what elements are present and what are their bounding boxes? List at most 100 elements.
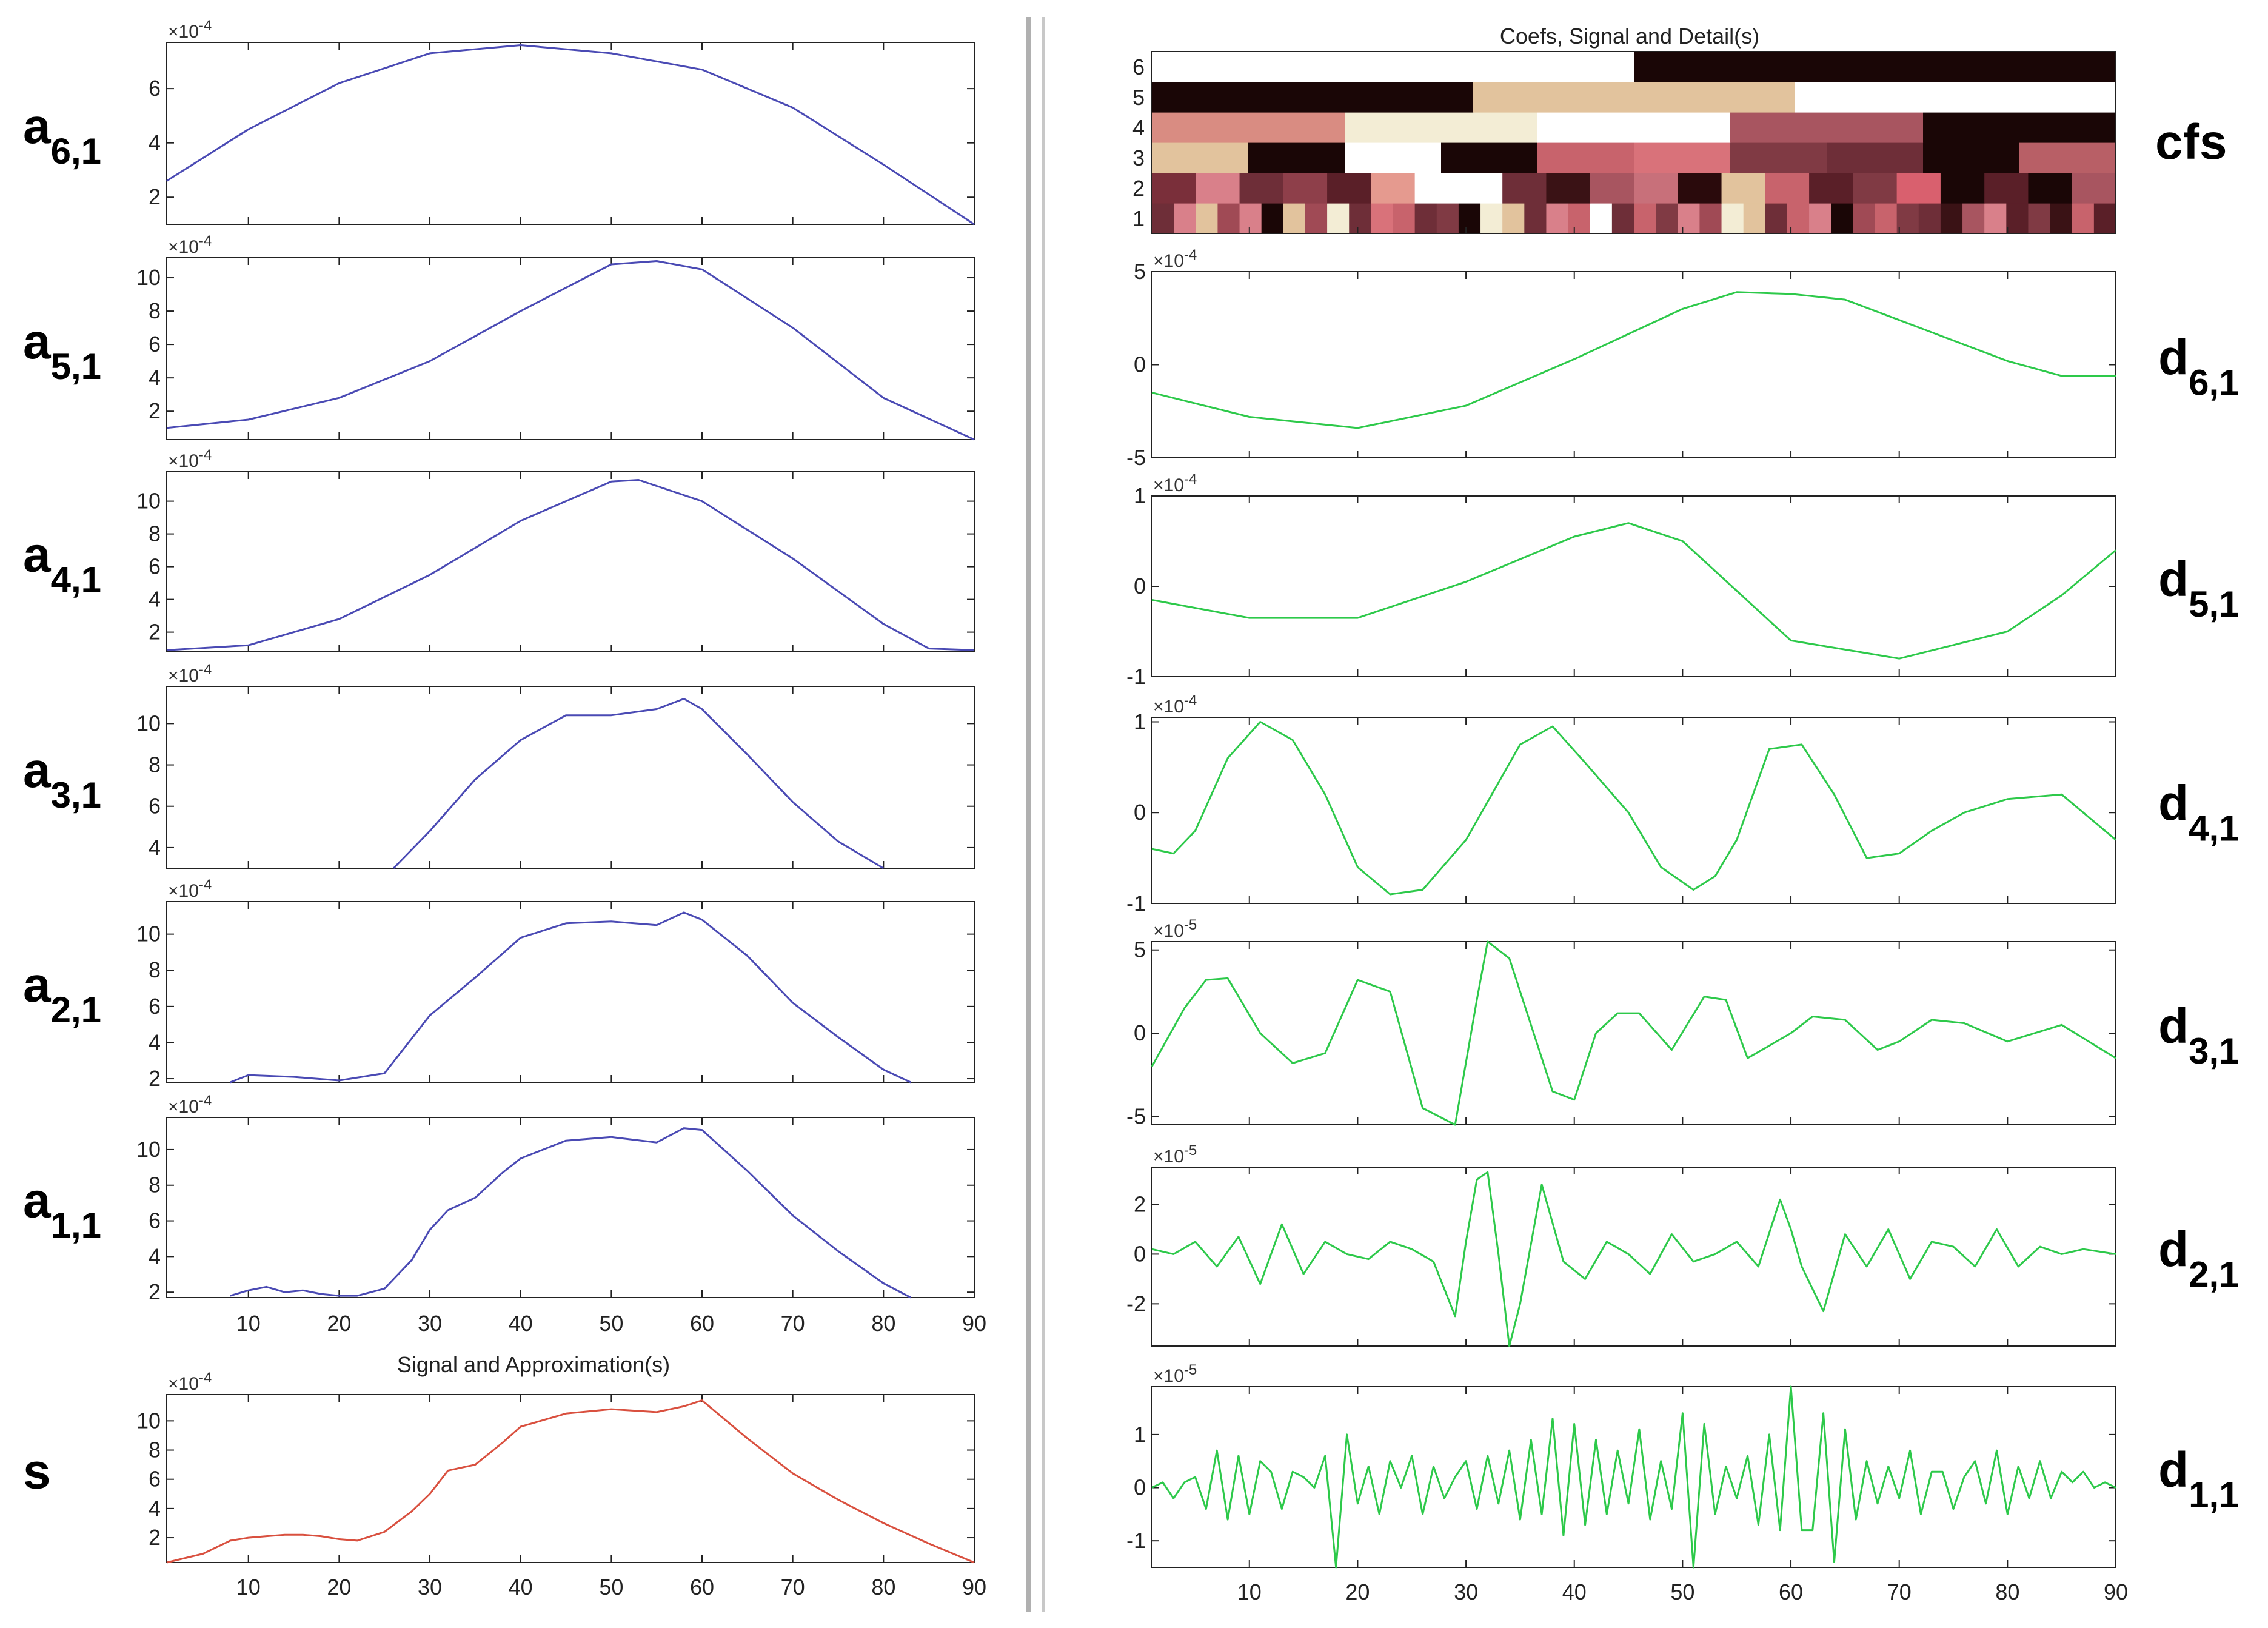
coef-cell [1962,203,1985,234]
coef-cell [1875,203,1898,234]
panel-right-0: -505 ×10-4d6,1 [1126,247,2240,470]
x-tick-label: 20 [1345,1579,1370,1604]
y-tick-label: 6 [149,554,161,579]
y-tick-label: 2 [1134,1191,1146,1216]
coef-cell [1327,203,1350,234]
level-label: 3 [1132,146,1145,170]
left-panels: 246×10-4a6,1246810×10-4a5,1246810×10-4a4… [23,18,975,1564]
plot-frame [166,1117,975,1298]
coef-cell [1196,173,1240,204]
x-tick-label: 30 [418,1575,442,1600]
coef-cell [1196,203,1219,234]
y-tick-label: -2 [1126,1291,1146,1316]
coef-cell [1152,203,1174,234]
series-line [1151,1171,2116,1347]
coef-cell [1441,142,1538,173]
cfs-frame [1151,51,2116,234]
coef-cell [1327,173,1371,204]
coef-cell [1345,112,1538,143]
y-tick-label: 6 [149,1467,161,1492]
coef-cell [1393,203,1416,234]
coef-cell [1371,203,1394,234]
coef-cell [1537,142,1634,173]
coef-cell [1174,203,1196,234]
plot-frame [1151,495,2116,677]
x-tick-label: 20 [327,1575,351,1600]
series-line [1151,940,2116,1126]
y-tick-label: 2 [149,1279,161,1304]
series-line [230,911,911,1084]
plot-frame [166,42,975,225]
coef-cell [1721,173,1766,204]
x-tick-label: 30 [418,1311,442,1336]
coef-cell [1239,173,1284,204]
coef-cell [2093,203,2116,234]
coef-cell [1152,173,1196,204]
y-tick-label: 4 [149,1030,161,1054]
plot-frame [1151,1167,2116,1347]
x-tick-label: 50 [599,1311,623,1336]
y-tick-label: 6 [149,76,161,101]
cfs-heatmap-panel: 1 2 3 4 5 6 cfs [1132,51,2227,234]
series-line [1151,522,2116,660]
coef-cell [2072,203,2095,234]
coef-cell [1590,203,1613,234]
level-label: 5 [1132,85,1145,110]
coef-cell [1721,203,1744,234]
y-tick-label: 5 [1134,937,1146,962]
right-title: Coefs, Signal and Detail(s) [1500,24,1759,49]
y-tick-label: 2 [149,620,161,645]
coef-cell [1436,203,1459,234]
plot-frame [1151,941,2116,1125]
coef-cell [1827,142,1924,173]
coef-cell [1568,203,1591,234]
y-tick-label: -5 [1126,445,1146,470]
panel-right-4: -202×10-5d2,1 [1126,1142,2240,1347]
series-line [166,479,975,651]
coef-cell [1634,52,2116,82]
y-tick-label: 0 [1134,1241,1146,1266]
coef-cell [1152,52,1634,82]
coef-cell [1590,173,1634,204]
left-title: Signal and Approximation(s) [397,1352,670,1377]
y-tick-label: 2 [149,1525,161,1550]
series-line [166,260,975,441]
coef-cell [1896,203,1919,234]
coef-cell [1349,203,1371,234]
coef-cell [1546,173,1591,204]
coef-cell [1634,203,1656,234]
series-line [166,44,975,226]
coef-cell [1656,203,1678,234]
x-tick-label: 60 [690,1575,714,1600]
plot-frame [166,1394,975,1563]
coef-cell [1853,173,1898,204]
coef-cell [2072,173,2116,204]
y-tick-label: -1 [1126,891,1146,916]
cfs-label: cfs [2155,115,2227,170]
coef-cell [1261,203,1284,234]
coef-cell [1809,203,1831,234]
coef-cell [1473,82,1795,113]
x-tick-label: 10 [236,1575,261,1600]
coef-cell [1743,203,1766,234]
x-tick-label: 40 [509,1575,533,1600]
y-tick-label: 10 [136,1408,161,1433]
y-tick-label: 0 [1134,352,1146,377]
coef-cell [1795,82,2116,113]
y-tick-label: 8 [149,1173,161,1198]
series-line [230,1127,911,1299]
level-label: 4 [1132,115,1145,140]
coef-cell [1634,142,1731,173]
coef-cell [1678,203,1701,234]
panel-right-5: -101×10-5d1,1 [1126,1362,2240,1569]
y-tick-label: 5 [1134,259,1146,284]
coef-cell [2028,203,2051,234]
x-tick-label: 70 [1887,1579,1912,1604]
level-label: 1 [1132,206,1145,231]
y-tick-label: 8 [149,957,161,982]
series-line [1151,1385,2116,1569]
right-panels: -505 ×10-4d6,1-101 ×10-4d5,1-101×10-4d4,1-… [1126,247,2240,1569]
